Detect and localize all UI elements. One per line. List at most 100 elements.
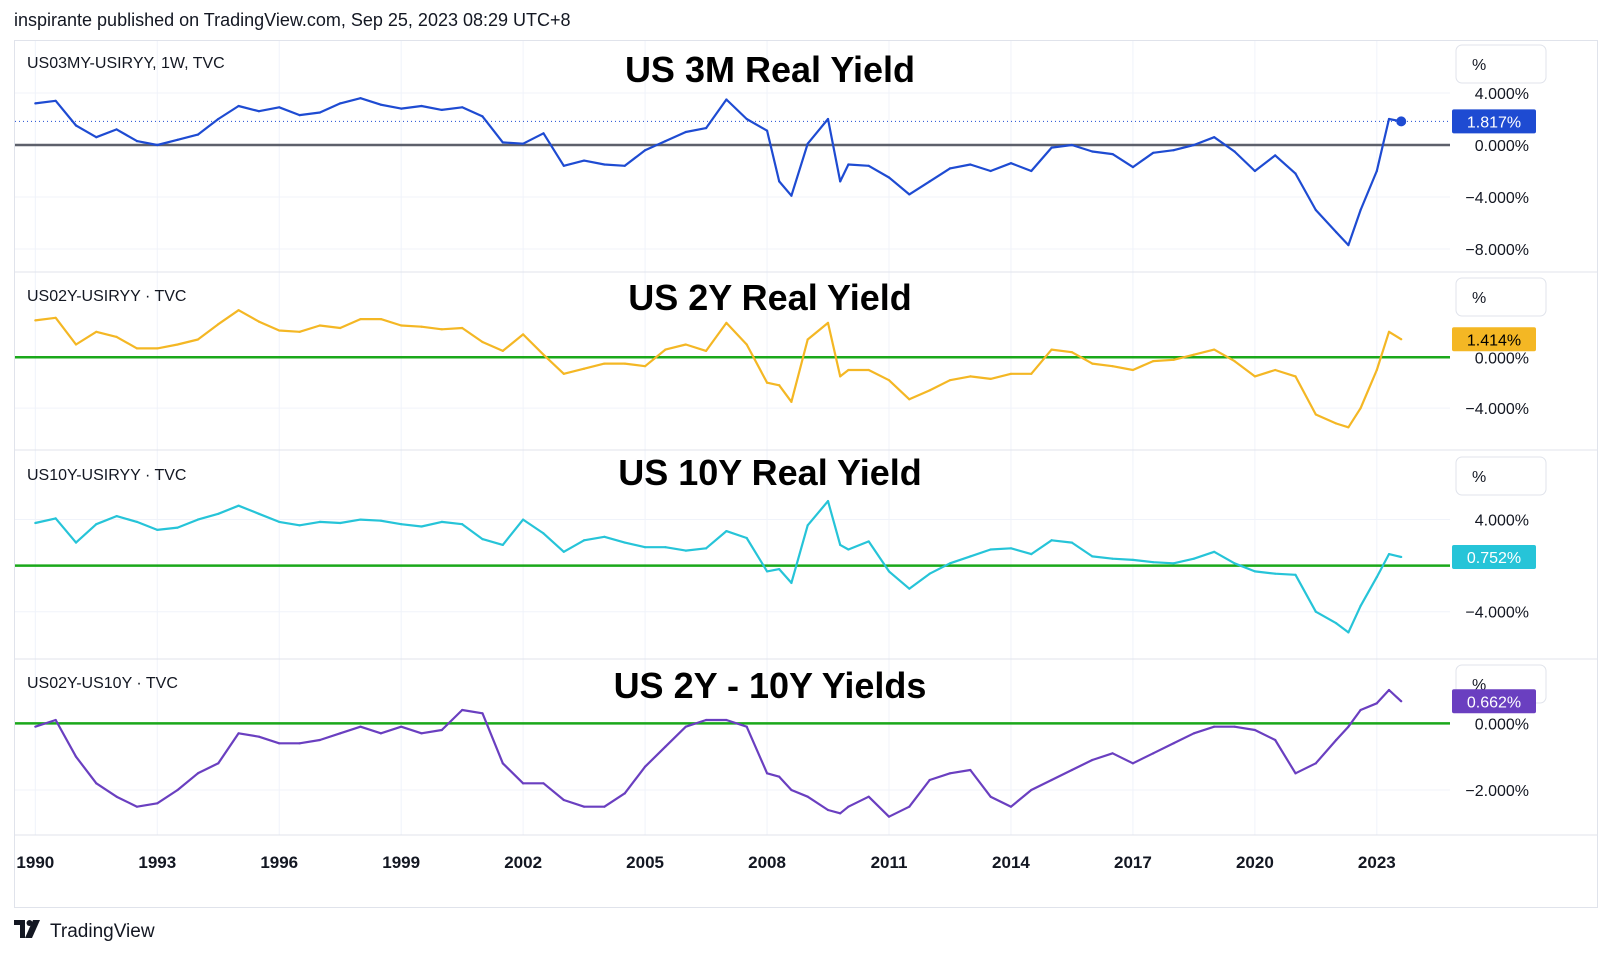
last-value-badge-label: 1.817% xyxy=(1467,114,1521,131)
data-point xyxy=(765,772,769,775)
unit-button-label[interactable]: % xyxy=(1472,290,1486,307)
data-point xyxy=(1335,738,1338,742)
pane-symbol-label: US02Y-US10Y · TVC xyxy=(27,675,178,692)
data-point xyxy=(908,193,911,196)
data-point xyxy=(1375,169,1378,173)
data-point xyxy=(542,132,545,135)
data-point xyxy=(745,725,748,728)
series-line[interactable] xyxy=(35,309,1402,429)
y-tick-label: −2.000% xyxy=(1465,783,1529,800)
data-point xyxy=(623,541,626,544)
data-point xyxy=(806,795,809,798)
data-point xyxy=(1091,555,1094,558)
data-point xyxy=(1131,558,1135,561)
data-point xyxy=(1152,561,1155,564)
data-point xyxy=(1213,550,1216,553)
data-point xyxy=(867,368,870,372)
data-point xyxy=(1233,150,1236,153)
data-point xyxy=(1111,153,1114,156)
data-point xyxy=(867,540,870,543)
data-point xyxy=(400,523,403,526)
last-value-badge xyxy=(1452,109,1536,134)
data-point xyxy=(115,335,118,339)
tradingview-logo-icon[interactable] xyxy=(14,920,44,943)
data-point xyxy=(359,725,362,728)
data-point xyxy=(1091,758,1094,762)
data-point xyxy=(1294,772,1297,775)
data-point xyxy=(359,97,362,100)
data-point xyxy=(1233,562,1236,565)
data-point xyxy=(1253,570,1256,573)
x-tick-label: 1993 xyxy=(138,853,176,872)
data-point xyxy=(790,788,793,792)
data-point xyxy=(1091,150,1094,153)
data-point xyxy=(1152,359,1155,363)
series-line[interactable] xyxy=(35,97,1402,247)
data-point xyxy=(1359,708,1362,712)
data-point xyxy=(603,163,606,166)
data-point xyxy=(1233,359,1236,363)
data-point xyxy=(115,795,118,798)
data-point xyxy=(1192,353,1195,356)
data-point xyxy=(196,772,200,775)
data-point xyxy=(54,316,57,319)
unit-button[interactable] xyxy=(1455,277,1547,317)
data-point xyxy=(989,548,992,551)
data-point xyxy=(1111,752,1114,755)
data-point xyxy=(623,164,626,167)
data-point xyxy=(298,742,301,745)
data-point xyxy=(684,725,687,728)
data-point xyxy=(237,732,240,735)
data-point xyxy=(583,805,586,808)
data-point xyxy=(1294,375,1297,378)
data-point xyxy=(400,725,403,728)
unit-button[interactable] xyxy=(1455,456,1547,496)
data-point xyxy=(1400,700,1403,703)
data-point xyxy=(522,142,525,145)
data-point xyxy=(74,343,78,346)
data-point xyxy=(1131,166,1135,169)
data-point xyxy=(778,180,781,183)
x-tick-label: 2008 xyxy=(748,853,786,872)
x-tick-label: 1990 xyxy=(16,853,54,872)
data-point xyxy=(1213,348,1216,351)
unit-button-label[interactable]: % xyxy=(1472,469,1486,486)
data-point xyxy=(664,348,667,351)
data-point xyxy=(1274,154,1277,157)
last-value-dot xyxy=(1396,116,1407,127)
data-point xyxy=(725,321,728,325)
unit-button-label[interactable]: % xyxy=(1472,57,1486,74)
series-line[interactable] xyxy=(35,500,1402,634)
y-tick-label: −4.000% xyxy=(1465,190,1529,207)
data-point xyxy=(1375,368,1378,372)
data-point xyxy=(95,330,98,333)
x-tick-label: 1996 xyxy=(260,853,298,872)
data-point xyxy=(237,309,240,312)
data-point xyxy=(237,504,240,507)
data-point xyxy=(196,338,200,341)
data-point xyxy=(745,343,748,346)
data-point xyxy=(1172,562,1175,565)
data-point xyxy=(806,524,809,527)
data-point xyxy=(461,523,464,526)
data-point xyxy=(1192,557,1195,560)
data-point xyxy=(643,546,647,549)
data-point xyxy=(54,517,57,520)
data-point xyxy=(54,99,57,102)
data-point xyxy=(1070,541,1074,544)
y-tick-label: −4.000% xyxy=(1465,401,1529,418)
last-value-badge-label: 0.752% xyxy=(1467,550,1521,567)
data-point xyxy=(339,732,342,735)
data-point xyxy=(34,725,37,728)
unit-button[interactable] xyxy=(1455,44,1547,84)
footer-brand[interactable]: TradingView xyxy=(50,920,155,942)
data-point xyxy=(278,329,281,332)
data-point xyxy=(948,562,952,565)
data-point xyxy=(1375,702,1378,705)
data-point xyxy=(176,788,179,792)
series-line[interactable] xyxy=(34,688,1402,818)
data-point xyxy=(1387,117,1391,121)
y-tick-label: −4.000% xyxy=(1465,605,1529,622)
x-tick-label: 2005 xyxy=(626,853,664,872)
data-point xyxy=(1387,553,1391,556)
